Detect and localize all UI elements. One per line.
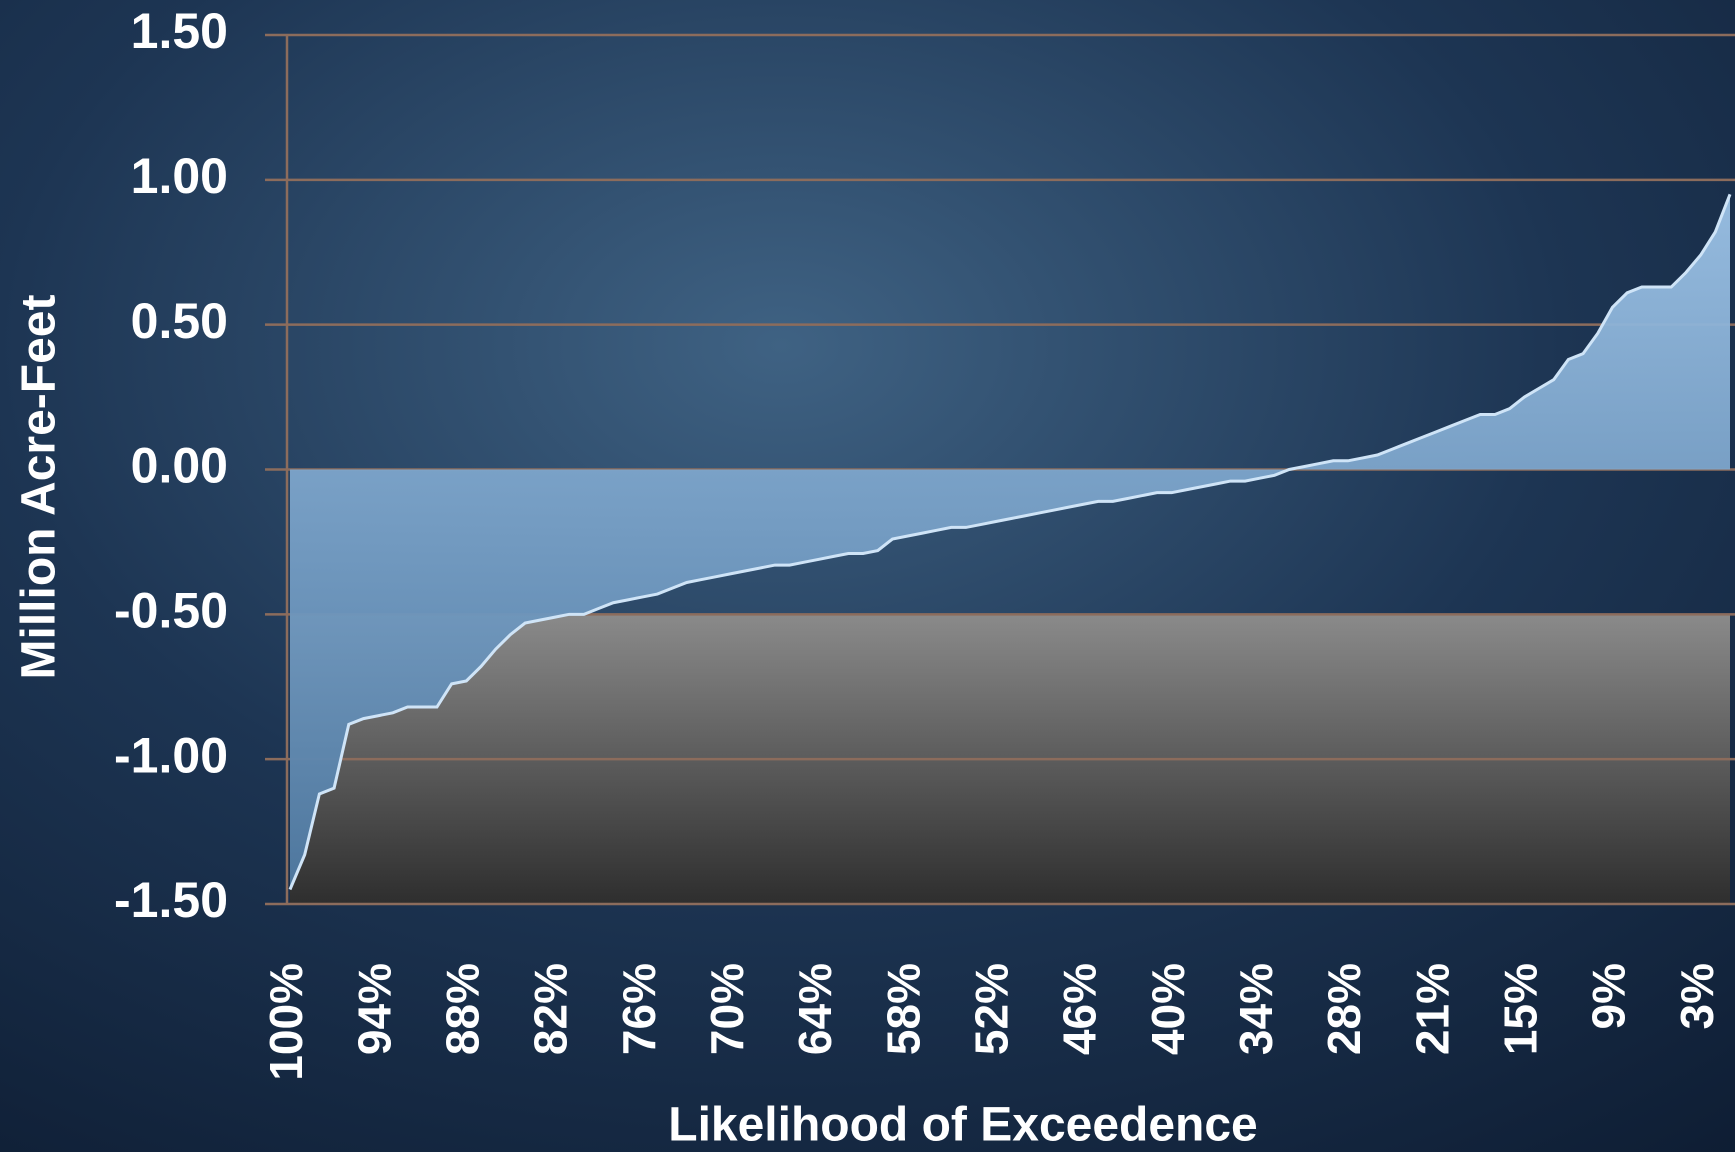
x-tick-label: 76% [613, 963, 665, 1055]
y-tick-label: -1.00 [114, 727, 228, 783]
area-edge [288, 193, 1732, 891]
y-tick-label: 1.00 [131, 148, 228, 204]
y-tick-label: 0.00 [131, 438, 228, 494]
x-tick-label: 21% [1406, 963, 1458, 1055]
y-axis-title: Million Acre-Feet [13, 295, 66, 680]
plot-area [265, 33, 1735, 906]
x-tick-label: 100% [260, 963, 312, 1081]
x-tick-label: 3% [1671, 963, 1723, 1029]
x-tick-label: 88% [436, 963, 488, 1055]
area [290, 194, 1730, 890]
y-tick-label: -0.50 [114, 583, 228, 639]
x-tick-label: 64% [789, 963, 841, 1055]
x-tick-label: 40% [1142, 963, 1194, 1055]
x-axis-title: Likelihood of Exceedence [668, 1099, 1258, 1152]
x-tick-label: 70% [701, 963, 753, 1055]
x-tick-label: 15% [1494, 963, 1546, 1055]
x-tick-label: 82% [525, 963, 577, 1055]
x-tick-label: 58% [877, 963, 929, 1055]
x-tick-label: 9% [1583, 963, 1635, 1029]
x-tick-label: 52% [965, 963, 1017, 1055]
y-tick-label: -1.50 [114, 872, 228, 928]
y-tick-label: 1.50 [131, 3, 228, 59]
x-tick-label: 34% [1230, 963, 1282, 1055]
x-tick-label: 94% [348, 963, 400, 1055]
x-tick-label: 28% [1318, 963, 1370, 1055]
x-tick-label: 46% [1054, 963, 1106, 1055]
y-tick-label: 0.50 [131, 293, 228, 349]
